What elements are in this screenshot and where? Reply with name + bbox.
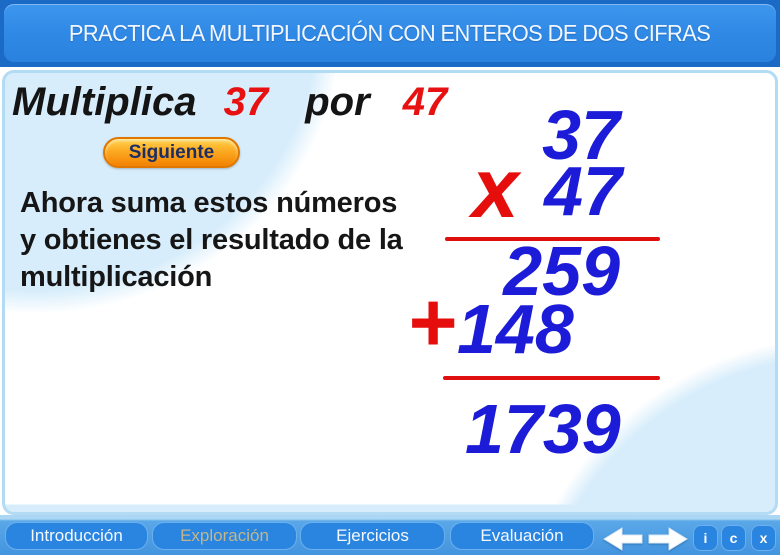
back-arrow-icon — [603, 527, 643, 551]
final-result: 1739 — [465, 390, 621, 468]
info-button[interactable]: i — [693, 525, 718, 551]
siguiente-button[interactable]: Siguiente — [103, 137, 240, 168]
prompt-word-por: por — [305, 80, 370, 124]
prompt-word-multiplica: Multiplica — [12, 80, 197, 124]
close-button[interactable]: x — [751, 525, 776, 551]
forward-arrow-button[interactable] — [648, 527, 688, 551]
instruction-line: multiplicación — [20, 261, 213, 293]
partial-product-1: 259 — [503, 232, 620, 310]
tab-ejercicios[interactable]: Ejercicios — [300, 522, 445, 550]
credits-button[interactable]: c — [721, 525, 746, 551]
tab-label: Exploración — [180, 526, 269, 545]
rule-line-1 — [445, 237, 660, 241]
instruction-line: y obtienes el resultado de la — [20, 224, 403, 256]
header-bar-inner: PRACTICA LA MULTIPLICACIÓN CON ENTEROS D… — [4, 4, 776, 62]
tab-label: Ejercicios — [336, 526, 409, 545]
instruction-text: Ahora suma estos números y obtienes el r… — [20, 185, 403, 296]
header-bar: PRACTICA LA MULTIPLICACIÓN CON ENTEROS D… — [0, 0, 780, 67]
tab-introduccion[interactable]: Introducción — [5, 522, 148, 550]
forward-arrow-icon — [648, 527, 688, 551]
instruction-line: Ahora suma estos números — [20, 187, 398, 219]
tab-label: Evaluación — [480, 526, 564, 545]
multiplication-sign: x — [472, 141, 519, 235]
page-title: PRACTICA LA MULTIPLICACIÓN CON ENTEROS D… — [69, 19, 711, 46]
content-area: Multiplica 37 por 47 Siguiente Ahora sum… — [2, 70, 778, 515]
prompt-number-2: 47 — [402, 80, 448, 124]
partial-product-2: 148 — [457, 290, 574, 368]
prompt-number-1: 37 — [223, 80, 269, 124]
tab-evaluacion[interactable]: Evaluación — [450, 522, 594, 550]
multiplier: 47 — [544, 152, 622, 230]
rule-line-2 — [443, 376, 660, 380]
tab-label: Introducción — [30, 526, 123, 545]
back-arrow-button[interactable] — [603, 527, 643, 551]
tab-exploracion[interactable]: Exploración — [152, 522, 297, 550]
exercise-prompt: Multiplica 37 por 47 — [12, 80, 447, 124]
nav-bar: Introducción Exploración Ejercicios Eval… — [0, 515, 780, 555]
multiplicand: 37 — [542, 96, 620, 174]
plus-sign: + — [407, 275, 457, 369]
